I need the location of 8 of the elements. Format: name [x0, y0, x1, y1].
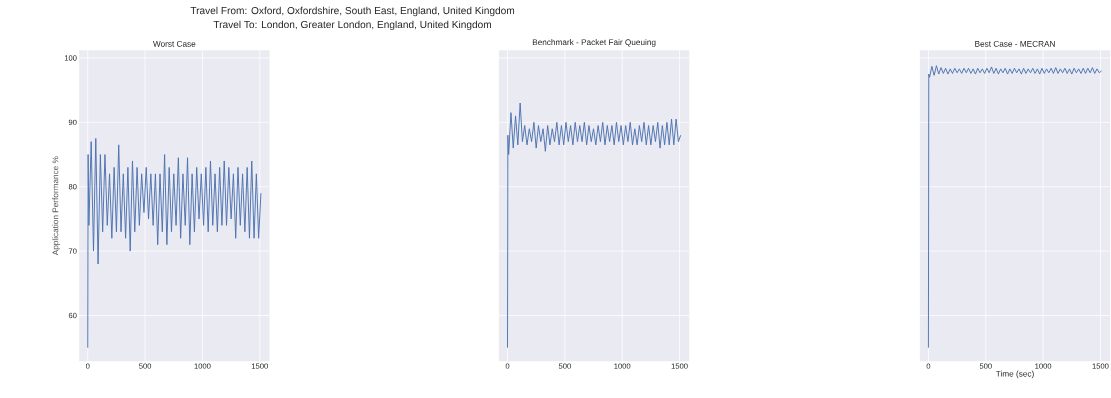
line-series — [87, 138, 262, 349]
chart-title: Benchmark - Packet Fair Queuing — [532, 39, 656, 47]
text: Travel From: Oxford, Oxfordshire, South East, England, United Kingdom — [190, 6, 515, 17]
y-axis-title: Application Performance % — [52, 156, 60, 256]
chart-title: Worst Case — [152, 40, 196, 47]
text: Travel To: London, Greater London, England, United Kingdom — [213, 20, 491, 31]
x-axis-title: Time (sec) — [995, 370, 1034, 379]
chart-title: Best Case - MECRAN — [975, 40, 1055, 47]
